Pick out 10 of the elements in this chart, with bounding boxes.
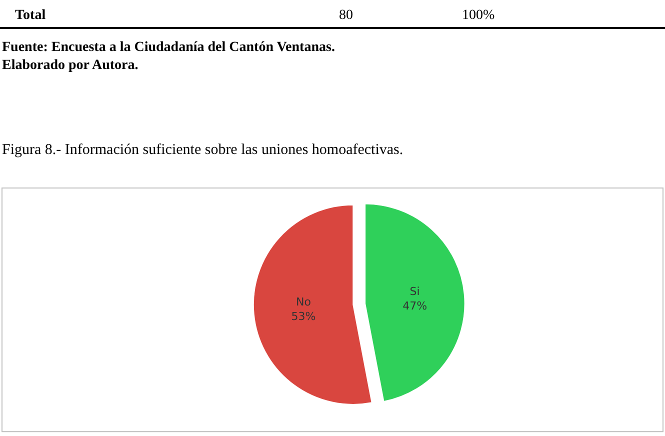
chart-title: Figura 8.- Información suficiente sobre las uniones homoafectivas. xyxy=(2,142,404,158)
text: 100% xyxy=(462,8,495,23)
slice-label: No xyxy=(296,296,312,309)
text: Elaborado por Autora. xyxy=(2,58,138,73)
text: Total xyxy=(15,8,46,23)
data-label: 53% xyxy=(291,310,316,324)
data-label: 47% xyxy=(402,299,428,312)
slice-label: Si xyxy=(410,285,420,298)
source-note: Fuente: Encuesta a la Ciudadanía del Cantón Ventanas. xyxy=(2,40,335,55)
text: 80 xyxy=(339,8,353,23)
